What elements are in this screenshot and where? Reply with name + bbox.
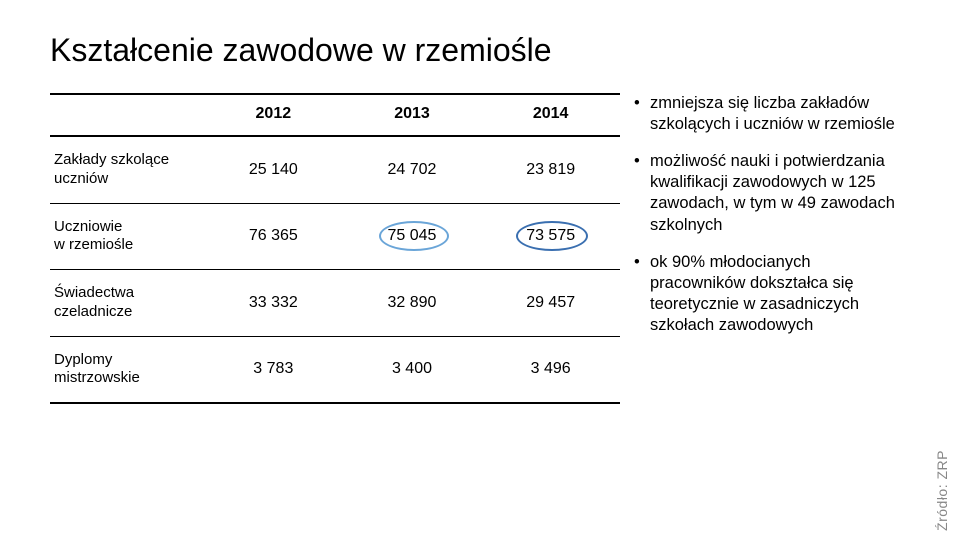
circled-value: 73 575 — [526, 227, 575, 245]
table-cell: 3 400 — [343, 336, 482, 403]
table-body: Zakłady szkolące uczniów25 14024 70223 8… — [50, 136, 620, 403]
table-cell: 75 045 — [343, 203, 482, 270]
slide: Kształcenie zawodowe w rzemiośle 2012 20… — [0, 0, 960, 540]
circled-value: 75 045 — [388, 227, 437, 245]
table-cell: 3 496 — [481, 336, 620, 403]
col-header-2012: 2012 — [204, 94, 343, 136]
circle-annotation-icon — [516, 221, 588, 251]
source-label: Źródło: ZRP — [934, 450, 950, 531]
bullet-item: ok 90% młodocianych pracowników dokształ… — [634, 252, 910, 336]
page-title: Kształcenie zawodowe w rzemiośle — [50, 32, 910, 69]
table-row: Uczniowie w rzemiośle76 365 75 045 73 575 — [50, 203, 620, 270]
row-label: Dyplomy mistrzowskie — [50, 336, 204, 403]
table-row: Dyplomy mistrzowskie3 7833 4003 496 — [50, 336, 620, 403]
table-cell: 33 332 — [204, 270, 343, 337]
table-region: 2012 2013 2014 Zakłady szkolące uczniów2… — [50, 93, 620, 404]
col-header-2013: 2013 — [343, 94, 482, 136]
table-header-row: 2012 2013 2014 — [50, 94, 620, 136]
table-cell: 25 140 — [204, 136, 343, 203]
table-cell: 32 890 — [343, 270, 482, 337]
table-row: Świadectwa czeladnicze33 33232 89029 457 — [50, 270, 620, 337]
row-label: Uczniowie w rzemiośle — [50, 203, 204, 270]
table-cell: 29 457 — [481, 270, 620, 337]
col-header-2014: 2014 — [481, 94, 620, 136]
row-label: Świadectwa czeladnicze — [50, 270, 204, 337]
table-cell: 23 819 — [481, 136, 620, 203]
bullet-item: możliwość nauki i potwierdzania kwalifik… — [634, 151, 910, 235]
table-cell: 73 575 — [481, 203, 620, 270]
table-cell: 24 702 — [343, 136, 482, 203]
table-cell: 3 783 — [204, 336, 343, 403]
row-label: Zakłady szkolące uczniów — [50, 136, 204, 203]
bullets-region: zmniejsza się liczba zakładów szkolących… — [634, 93, 910, 404]
col-header-blank — [50, 94, 204, 136]
bullet-list: zmniejsza się liczba zakładów szkolących… — [634, 93, 910, 336]
table-row: Zakłady szkolące uczniów25 14024 70223 8… — [50, 136, 620, 203]
content-row: 2012 2013 2014 Zakłady szkolące uczniów2… — [50, 93, 910, 404]
circle-annotation-icon — [379, 221, 449, 251]
data-table: 2012 2013 2014 Zakłady szkolące uczniów2… — [50, 93, 620, 404]
table-cell: 76 365 — [204, 203, 343, 270]
bullet-item: zmniejsza się liczba zakładów szkolących… — [634, 93, 910, 135]
